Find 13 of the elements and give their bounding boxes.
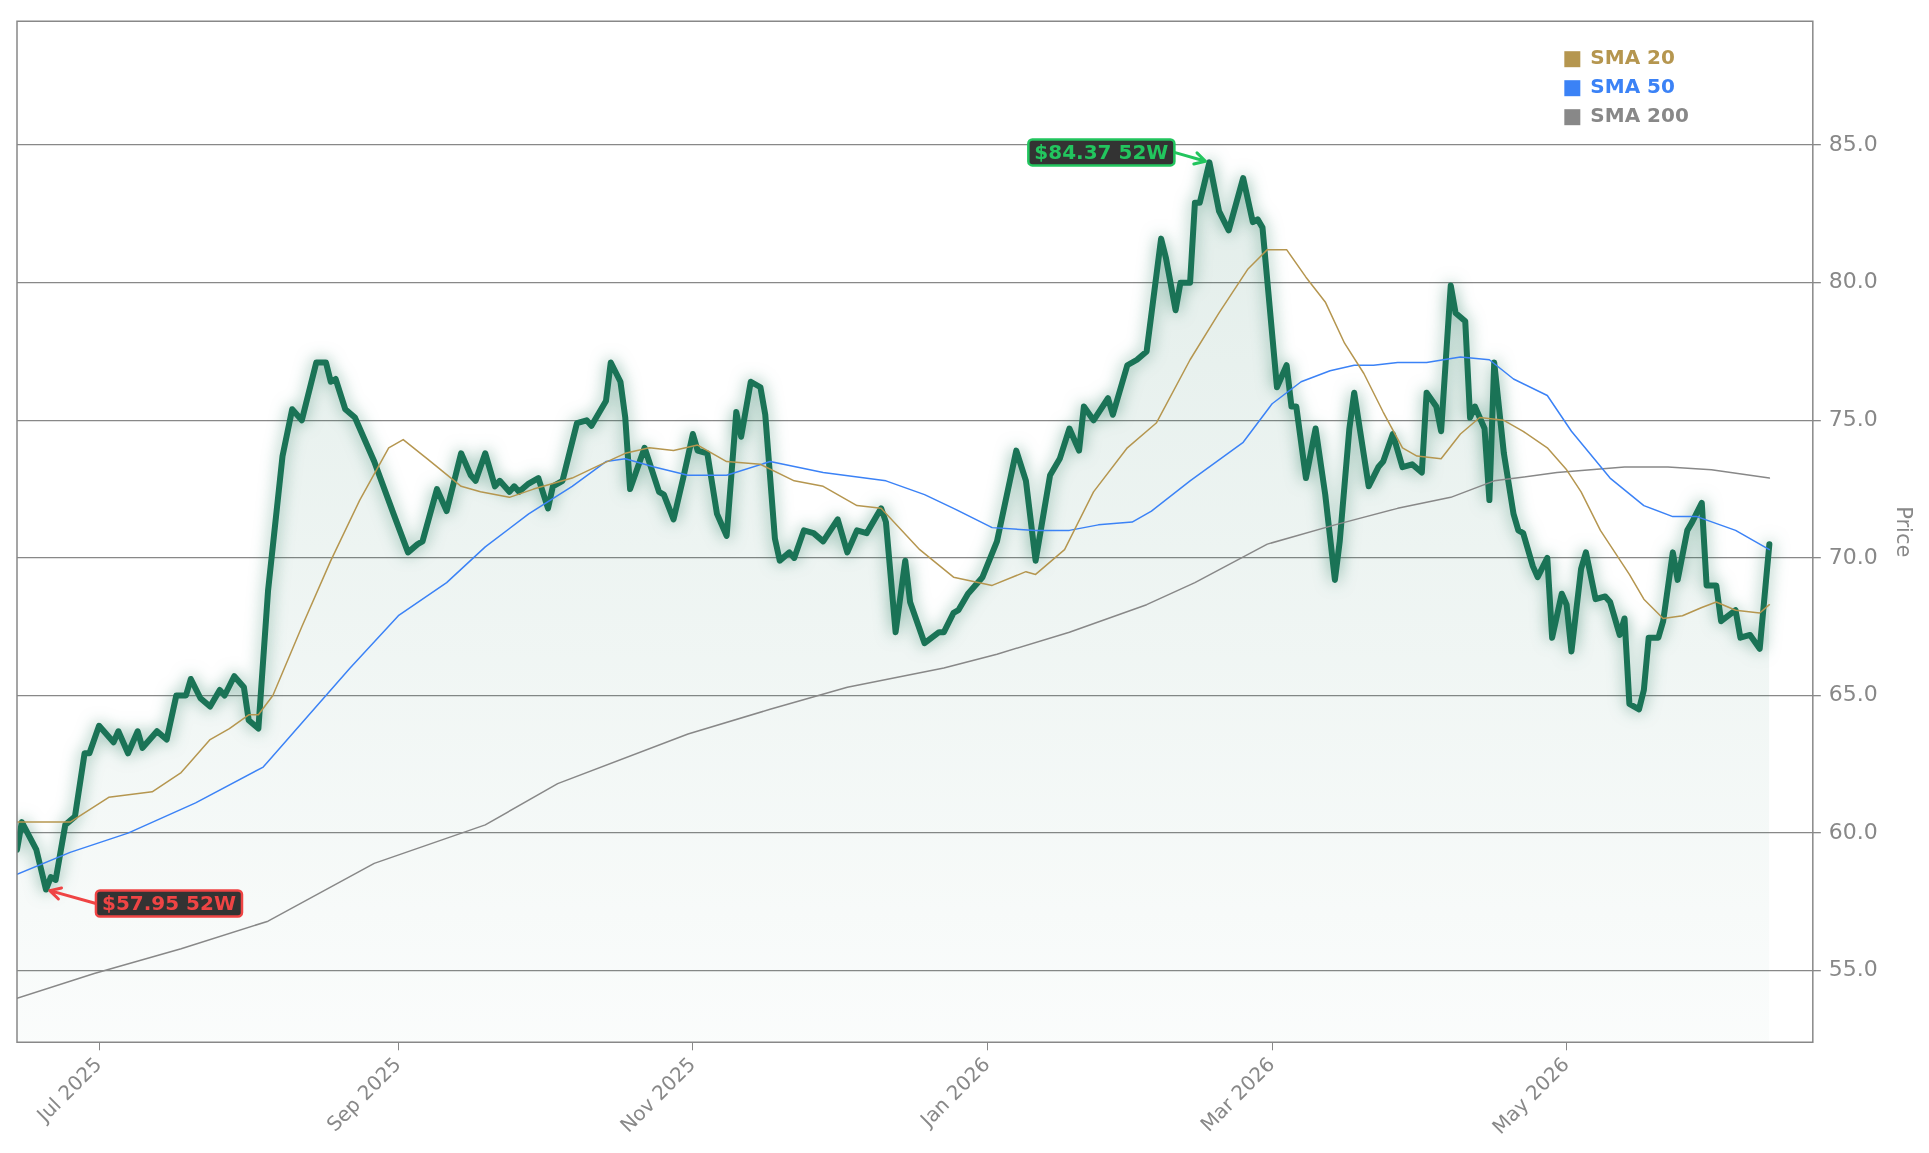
annotation: $57.95 52W bbox=[101, 890, 237, 915]
y-tick-label: 65.0 bbox=[1828, 681, 1878, 707]
y-tick-label: 60.0 bbox=[1828, 818, 1878, 844]
legend-label: SMA 50 bbox=[1590, 74, 1675, 99]
y-tick-label: 80.0 bbox=[1828, 268, 1878, 294]
annotation: $84.37 52W bbox=[1034, 139, 1169, 164]
y-tick-label: 55.0 bbox=[1828, 956, 1878, 982]
legend-label: SMA 20 bbox=[1590, 45, 1675, 70]
y-axis-title: Price bbox=[1891, 506, 1916, 558]
y-tick-label: 70.0 bbox=[1828, 543, 1878, 569]
y-tick-label: 75.0 bbox=[1828, 406, 1878, 431]
legend-label: SMA 200 bbox=[1590, 103, 1689, 128]
y-tick-label: 85.0 bbox=[1828, 130, 1878, 156]
